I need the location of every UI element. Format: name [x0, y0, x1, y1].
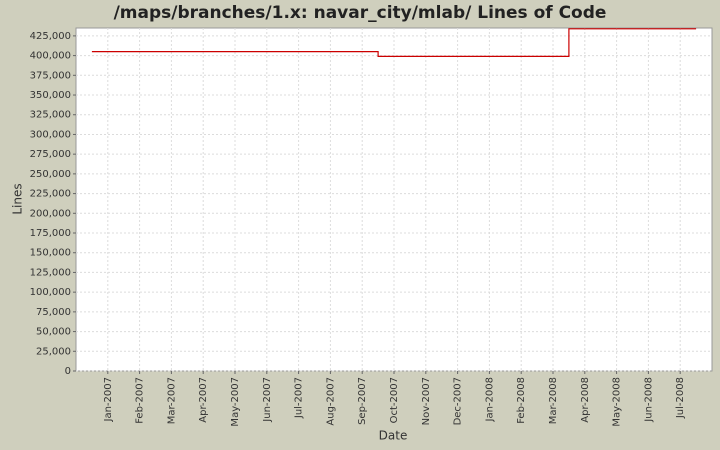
y-axis-title: Lines: [11, 183, 25, 214]
data-line: [91, 28, 697, 57]
y-tick-label: 75,000: [36, 307, 71, 318]
x-tick-label: Jan-2007: [103, 377, 114, 422]
x-tick-label: Feb-2008: [516, 377, 527, 424]
x-tick-label: Mar-2008: [548, 377, 559, 424]
y-tick-label: 175,000: [30, 228, 71, 239]
chart-title: /maps/branches/1.x: navar_city/mlab/ Lin…: [114, 3, 607, 23]
x-tick-label: Feb-2007: [135, 377, 146, 424]
x-tick-label: Oct-2007: [389, 377, 400, 423]
y-tick-label: 200,000: [30, 208, 71, 219]
x-tick-label: Dec-2007: [453, 377, 464, 425]
y-tick-label: 100,000: [30, 287, 71, 298]
y-tick-label: 400,000: [30, 51, 71, 62]
x-tick-label: Sep-2007: [357, 377, 368, 425]
y-tick-label: 250,000: [30, 169, 71, 180]
x-tick-label: May-2008: [612, 377, 623, 427]
y-tick-label: 375,000: [30, 70, 71, 81]
x-tick-label: Apr-2008: [580, 377, 591, 423]
y-tick-label: 425,000: [30, 31, 71, 42]
x-tick-label: Apr-2007: [198, 377, 209, 423]
x-tick-label: May-2007: [230, 377, 241, 427]
y-tick-label: 275,000: [30, 149, 71, 160]
x-tick-label: Jun-2008: [643, 377, 654, 423]
y-tick-label: 350,000: [30, 90, 71, 101]
y-tick-label: 125,000: [30, 267, 71, 278]
y-tick-label: 25,000: [36, 346, 71, 357]
y-tick-label: 0: [65, 366, 71, 377]
x-tick-label: Nov-2007: [421, 377, 432, 425]
y-tick-label: 300,000: [30, 129, 71, 140]
y-tick-label: 150,000: [30, 248, 71, 259]
x-tick-label: Jul-2007: [294, 377, 305, 419]
x-tick-label: Jun-2007: [262, 377, 273, 423]
y-tick-label: 225,000: [30, 189, 71, 200]
x-tick-label: Jan-2008: [484, 377, 495, 422]
x-tick-label: Aug-2007: [325, 377, 336, 426]
x-axis-title: Date: [379, 429, 408, 443]
y-tick-label: 50,000: [36, 327, 71, 338]
x-tick-label: Jul-2008: [675, 377, 686, 419]
x-tick-label: Mar-2007: [166, 377, 177, 424]
plot-area: [75, 27, 713, 372]
y-tick-label: 325,000: [30, 110, 71, 121]
